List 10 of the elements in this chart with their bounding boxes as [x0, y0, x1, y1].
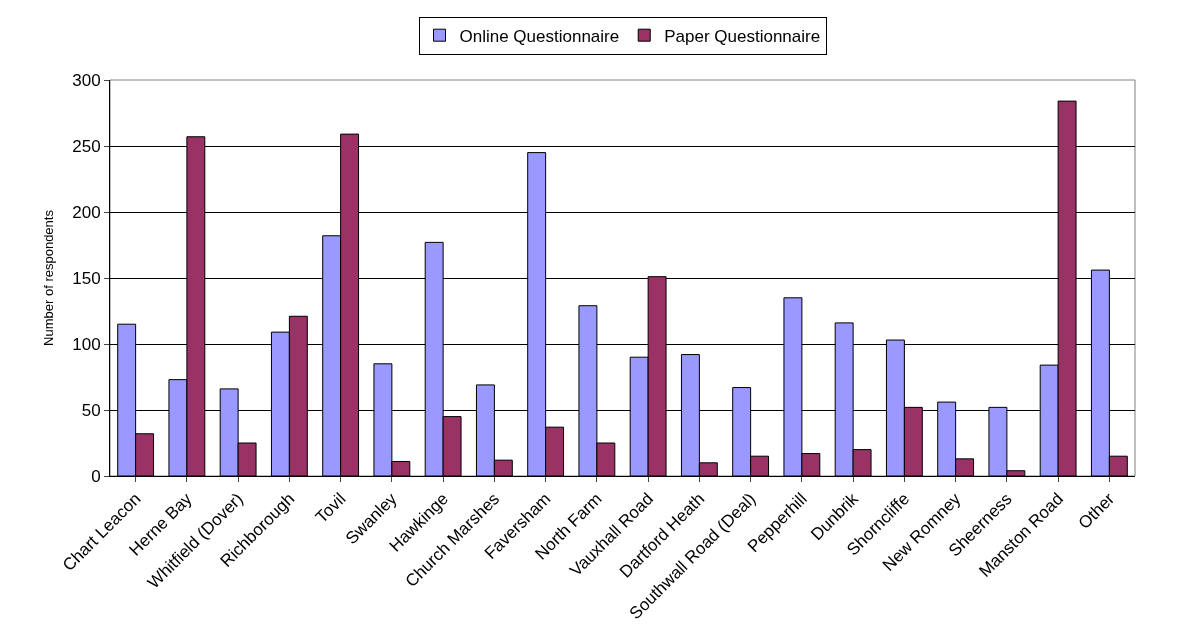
y-tick-label: 50 [81, 400, 101, 420]
y-tick-label: 200 [72, 202, 101, 222]
legend-label: Paper Questionnaire [664, 26, 821, 46]
y-tick-label: 0 [91, 466, 101, 486]
y-tick-label: 100 [72, 334, 101, 354]
y-tick-label: 250 [72, 136, 101, 156]
legend-label: Online Questionnaire [459, 26, 620, 46]
y-tick-label: 150 [72, 268, 101, 288]
y-axis-title: Number of respondents [41, 209, 57, 346]
y-tick-label: 300 [72, 70, 101, 90]
